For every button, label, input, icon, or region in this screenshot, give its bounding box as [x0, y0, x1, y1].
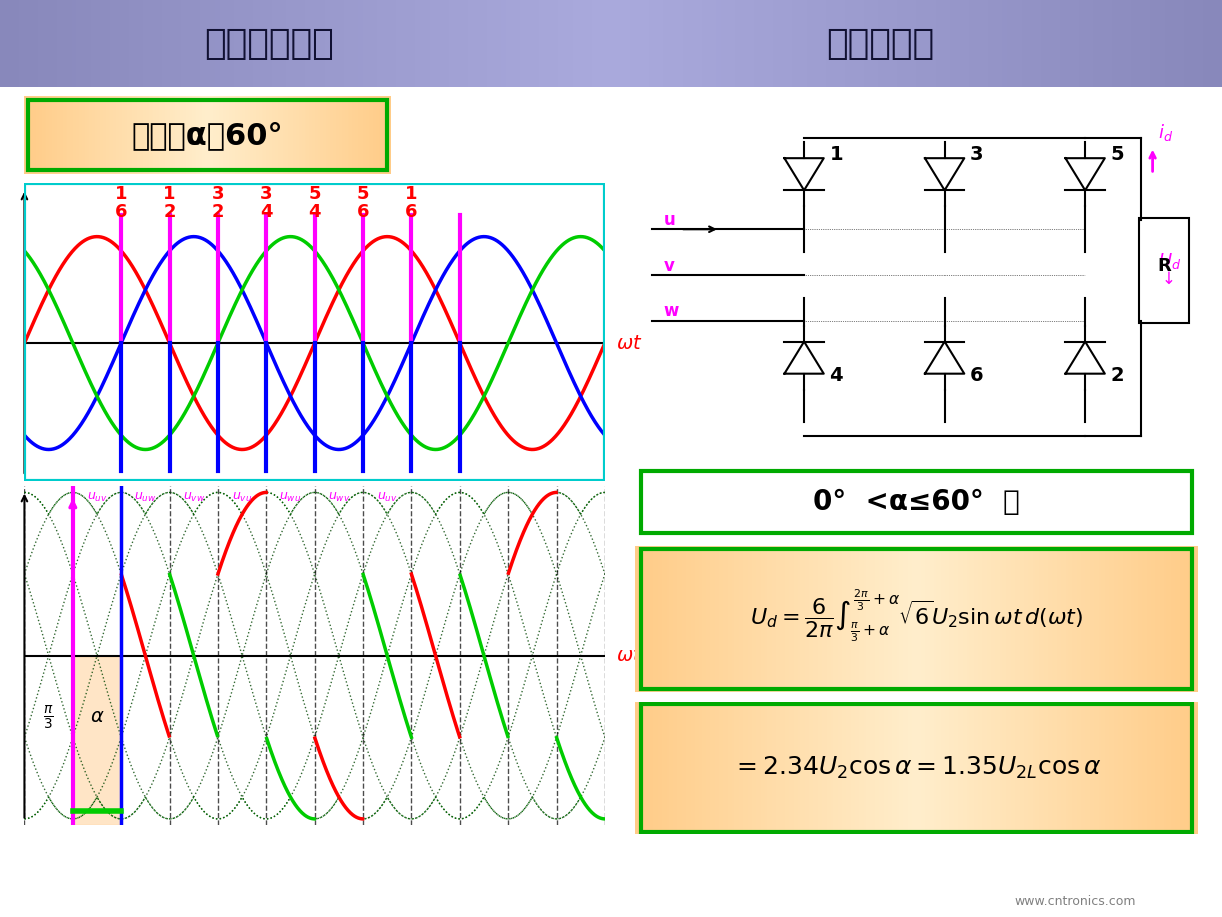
Text: $\alpha$: $\alpha$ [89, 707, 104, 725]
Text: 6: 6 [970, 366, 984, 384]
Text: 1: 1 [830, 146, 843, 164]
Text: $i_d$: $i_d$ [1158, 122, 1173, 142]
Text: $= 2.34U_2 \cos\alpha = 1.35U_{2L} \cos\alpha$: $= 2.34U_2 \cos\alpha = 1.35U_{2L} \cos\… [732, 755, 1101, 781]
Text: 4: 4 [308, 204, 321, 222]
Text: 1: 1 [164, 185, 176, 204]
Text: 1: 1 [406, 185, 418, 204]
FancyBboxPatch shape [642, 471, 1191, 533]
Text: $\omega t$: $\omega t$ [616, 334, 643, 352]
FancyBboxPatch shape [1139, 217, 1189, 323]
Text: $\frac{\pi}{3}$: $\frac{\pi}{3}$ [43, 703, 54, 732]
Text: 3: 3 [211, 185, 224, 204]
Text: w: w [664, 303, 679, 320]
Text: 3: 3 [970, 146, 984, 164]
Text: u: u [664, 211, 676, 228]
Text: 5: 5 [1111, 146, 1124, 164]
Text: 4: 4 [830, 366, 843, 384]
Text: $U_d$: $U_d$ [1158, 251, 1182, 271]
Text: 1: 1 [115, 185, 127, 204]
Text: v: v [664, 257, 675, 274]
Text: 三相桥式全控: 三相桥式全控 [204, 27, 334, 61]
Text: 6: 6 [357, 204, 369, 222]
Text: $\downarrow$: $\downarrow$ [1158, 271, 1174, 288]
Text: 0°  <α≤60°  时: 0° <α≤60° 时 [813, 488, 1020, 516]
Text: 4: 4 [260, 204, 273, 222]
Text: $u_{uv}$: $u_{uv}$ [87, 492, 108, 504]
Text: 控制角α＝60°: 控制角α＝60° [132, 121, 284, 149]
Text: 6: 6 [115, 204, 127, 222]
Text: $U_d = \dfrac{6}{2\pi}\int_{\frac{\pi}{3}+\alpha}^{\frac{2\pi}{3}+\alpha} \sqrt{: $U_d = \dfrac{6}{2\pi}\int_{\frac{\pi}{3… [750, 588, 1083, 644]
Text: $u_{wu}$: $u_{wu}$ [280, 492, 302, 504]
Text: $\omega t$: $\omega t$ [616, 646, 643, 665]
Text: 6: 6 [406, 204, 418, 222]
Text: $u_{vw}$: $u_{vw}$ [182, 492, 205, 504]
Text: 3: 3 [260, 185, 273, 204]
Text: 电阻性负载: 电阻性负载 [826, 27, 934, 61]
Text: 5: 5 [308, 185, 321, 204]
Bar [24, 183, 605, 481]
Text: 2: 2 [164, 204, 176, 222]
Text: www.cntronics.com: www.cntronics.com [1014, 895, 1136, 908]
Bar [73, 656, 121, 825]
Text: 2: 2 [211, 204, 224, 222]
Text: $u_{uv}$: $u_{uv}$ [376, 492, 397, 504]
Text: R: R [1157, 257, 1171, 274]
Text: $u_{wv}$: $u_{wv}$ [327, 492, 349, 504]
Text: $u_{vu}$: $u_{vu}$ [232, 492, 252, 504]
Text: 5: 5 [357, 185, 369, 204]
Text: 2: 2 [1111, 366, 1124, 384]
Text: $u_{uw}$: $u_{uw}$ [134, 492, 156, 504]
